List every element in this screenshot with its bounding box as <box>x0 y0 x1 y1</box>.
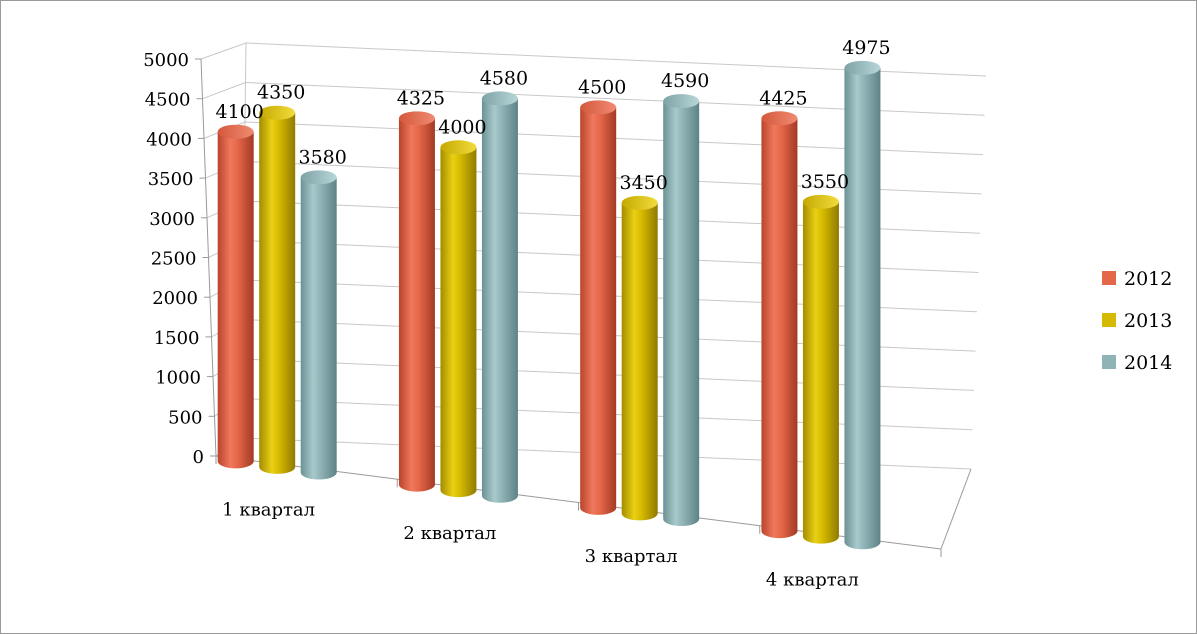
bar <box>300 170 337 480</box>
data-label: 4580 <box>480 67 528 89</box>
legend-label: 2012 <box>1124 268 1172 290</box>
data-label: 3550 <box>801 171 849 193</box>
data-label: 4325 <box>397 87 445 109</box>
bar <box>481 91 518 503</box>
floor-edge <box>940 468 972 550</box>
y-tick-label: 500 <box>168 407 202 428</box>
data-label: 4100 <box>216 101 264 123</box>
axes: 0 500 1000 1500 2000 2500 3000 3500 4000 4500 5000… <box>143 50 972 590</box>
legend-swatch <box>1102 271 1116 285</box>
bar <box>802 194 839 544</box>
bar <box>621 195 658 521</box>
data-label: 3450 <box>620 172 668 194</box>
data-label: 4590 <box>661 70 709 92</box>
category-label: 1 квартал <box>222 500 315 521</box>
data-label: 4975 <box>842 37 890 59</box>
bar <box>217 124 254 469</box>
category-label: 4 квартал <box>766 569 859 590</box>
legend-label: 2013 <box>1124 310 1172 332</box>
y-tick-label: 3000 <box>149 209 195 230</box>
data-label: 4425 <box>759 87 807 109</box>
y-tick-label: 5000 <box>143 50 189 71</box>
data-label: 4000 <box>438 116 486 138</box>
bar <box>440 140 477 498</box>
category-label: 3 квартал <box>585 546 678 567</box>
legend: 2012 2013 2014 <box>1102 268 1172 374</box>
bar <box>844 60 881 550</box>
legend-swatch <box>1102 313 1116 327</box>
bar <box>761 111 798 539</box>
bar <box>259 105 296 474</box>
bars <box>217 60 881 550</box>
y-tick-label: 1000 <box>155 368 201 389</box>
legend-swatch <box>1102 355 1116 369</box>
data-label: 4500 <box>578 76 626 98</box>
data-label: 4350 <box>257 82 305 104</box>
y-tick-label: 4500 <box>145 90 191 111</box>
gridline-side <box>202 82 246 100</box>
bar <box>663 94 700 527</box>
y-tick-label: 3500 <box>148 169 194 190</box>
data-label: 3580 <box>299 146 347 168</box>
y-tick-label: 1500 <box>154 328 200 349</box>
y-tick-label: 2000 <box>152 288 198 309</box>
gridline-side <box>200 42 247 60</box>
y-tick-label: 0 <box>193 447 204 468</box>
y-tick-label: 4000 <box>146 129 192 150</box>
y-tick-label: 2500 <box>151 249 197 270</box>
bar <box>580 100 617 515</box>
bar <box>398 111 435 492</box>
legend-label: 2014 <box>1124 352 1172 374</box>
category-label: 2 квартал <box>403 523 496 544</box>
